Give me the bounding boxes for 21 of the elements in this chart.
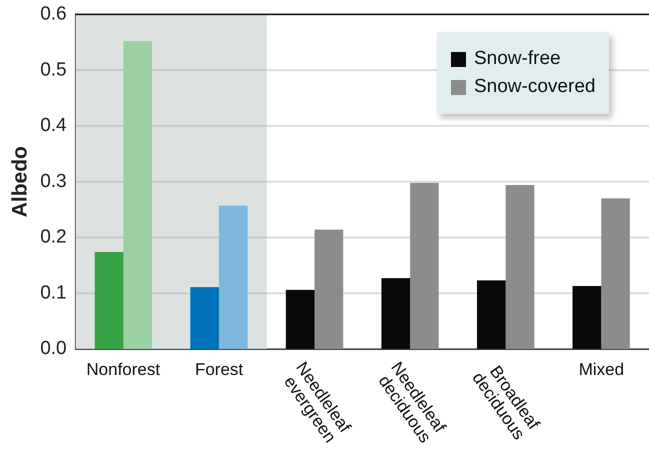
legend-label: Snow-free [474,48,561,70]
bar [314,230,344,349]
bar [123,41,152,349]
bar [506,185,534,349]
bar [94,252,124,349]
y-tick-label: 0.3 [40,170,67,192]
y-tick-label: 0.4 [40,115,68,136]
x-tick-label: Forest [194,360,244,379]
x-tick-label: Nonforest [86,360,160,379]
bar [218,206,248,349]
y-tick-label: 0.6 [40,4,67,25]
bar [190,287,219,349]
y-tick-label: 0.5 [40,59,67,80]
bar [601,198,630,349]
y-tick-label: 0.1 [40,282,67,304]
y-axis-title: Albedo [8,146,32,218]
legend-label: Snow-covered [474,76,596,98]
y-tick-label: 0.0 [40,338,67,360]
bar [410,182,439,349]
y-tick-label: 0.2 [40,226,67,248]
x-tick-label: Mixed [578,360,624,379]
